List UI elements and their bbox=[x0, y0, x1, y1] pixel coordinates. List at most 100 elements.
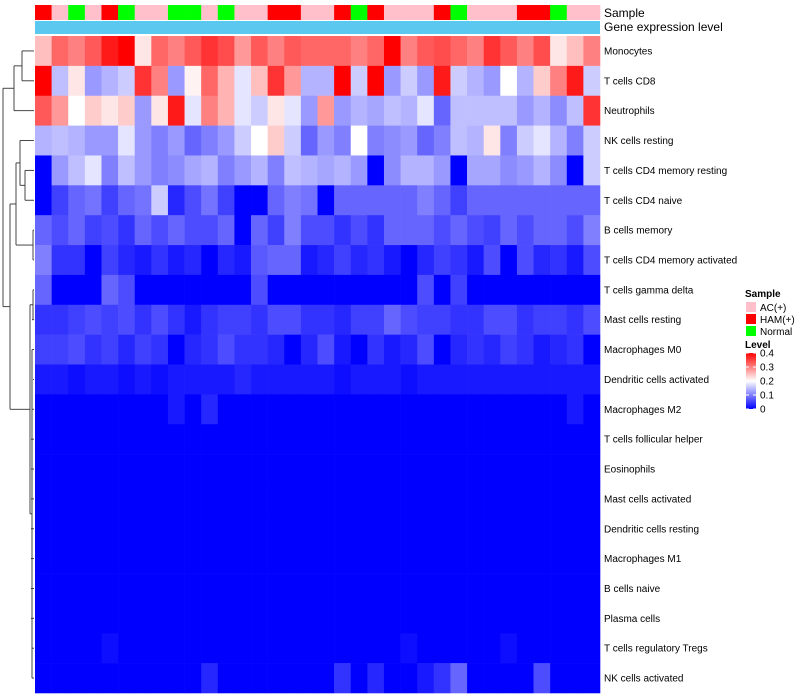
heatmap-cell bbox=[51, 424, 69, 455]
heatmap-cell bbox=[251, 424, 268, 455]
heatmap-cell bbox=[450, 334, 468, 365]
sample-annotation-cell bbox=[450, 5, 468, 20]
heatmap-cell bbox=[317, 394, 335, 425]
heatmap-cell bbox=[533, 573, 551, 604]
heatmap-cell bbox=[350, 304, 368, 335]
heatmap-cell bbox=[583, 95, 601, 126]
heatmap-cell bbox=[151, 394, 169, 425]
heatmap-cell bbox=[334, 155, 352, 186]
heatmap-cell bbox=[566, 274, 584, 306]
heatmap-cell bbox=[367, 483, 385, 515]
heatmap-cell bbox=[367, 65, 385, 97]
heatmap-cell bbox=[101, 125, 119, 156]
heatmap-cell bbox=[467, 483, 484, 515]
heatmap-cell bbox=[400, 454, 418, 485]
heatmap-cell bbox=[533, 394, 551, 425]
heatmap-cell bbox=[300, 483, 318, 515]
heatmap-cell bbox=[151, 543, 169, 574]
sample-annotation-cell bbox=[35, 5, 52, 20]
heatmap-cell bbox=[350, 364, 368, 395]
heatmap-cell bbox=[433, 65, 451, 97]
heatmap-cell bbox=[383, 513, 401, 544]
heatmap-cell bbox=[583, 334, 601, 365]
legend-entry-label: AC(+) bbox=[760, 303, 786, 314]
heatmap-cell bbox=[251, 65, 268, 97]
heatmap-cell bbox=[417, 215, 435, 246]
heatmap-cell bbox=[467, 95, 484, 126]
heatmap-cell bbox=[383, 543, 401, 574]
heatmap-cell bbox=[550, 274, 568, 306]
heatmap-cell bbox=[251, 155, 268, 186]
heatmap-cell bbox=[317, 573, 335, 604]
heatmap-cell bbox=[134, 483, 152, 515]
heatmap-cell bbox=[483, 424, 501, 455]
heatmap-cell bbox=[566, 245, 584, 276]
heatmap-cell bbox=[167, 364, 185, 395]
heatmap-cell bbox=[583, 304, 601, 335]
heatmap-cell bbox=[84, 424, 102, 455]
heatmap-cell bbox=[184, 394, 202, 425]
heatmap-cell bbox=[533, 513, 551, 544]
heatmap-cell bbox=[35, 483, 52, 515]
heatmap-cell bbox=[350, 65, 368, 97]
heatmap-cell bbox=[68, 454, 86, 485]
heatmap-cell bbox=[417, 36, 435, 67]
heatmap-cell bbox=[433, 394, 451, 425]
legend-tick-label: 0 bbox=[760, 405, 766, 416]
heatmap-cell bbox=[35, 633, 52, 664]
heatmap-cell bbox=[367, 304, 385, 335]
heatmap-cell bbox=[500, 125, 518, 156]
heatmap-cell bbox=[550, 215, 568, 246]
heatmap-cell bbox=[400, 573, 418, 604]
heatmap-cell bbox=[566, 364, 584, 395]
heatmap-cell bbox=[201, 245, 219, 276]
heatmap-cell bbox=[583, 274, 601, 306]
heatmap-cell bbox=[118, 65, 136, 97]
heatmap-cell bbox=[433, 125, 451, 156]
heatmap-cell bbox=[583, 394, 601, 425]
heatmap-cell bbox=[201, 65, 219, 97]
heatmap-cell bbox=[550, 394, 568, 425]
heatmap-cell bbox=[367, 274, 385, 306]
heatmap-cell bbox=[284, 185, 302, 216]
heatmap-cell bbox=[317, 603, 335, 634]
heatmap-cell bbox=[550, 603, 568, 634]
sample-annotation-cell bbox=[151, 5, 169, 20]
heatmap-cell bbox=[550, 334, 568, 365]
heatmap-cell bbox=[433, 95, 451, 126]
heatmap-cell bbox=[500, 573, 518, 604]
heatmap-cell bbox=[118, 603, 136, 634]
heatmap-cell bbox=[151, 155, 169, 186]
row-label: Monocytes bbox=[604, 46, 652, 57]
heatmap-cell bbox=[400, 364, 418, 395]
heatmap-cell bbox=[217, 364, 235, 395]
heatmap-cell bbox=[35, 334, 52, 365]
heatmap-cell bbox=[284, 394, 302, 425]
heatmap-cell bbox=[483, 215, 501, 246]
heatmap-cell bbox=[334, 483, 352, 515]
heatmap-cell bbox=[84, 633, 102, 664]
heatmap-cell bbox=[217, 245, 235, 276]
heatmap-cell bbox=[500, 424, 518, 455]
heatmap-cell bbox=[167, 36, 185, 67]
heatmap-cell bbox=[317, 483, 335, 515]
heatmap-cell bbox=[118, 155, 136, 186]
heatmap-cell bbox=[350, 603, 368, 634]
heatmap-cell bbox=[300, 185, 318, 216]
sample-annotation-cell bbox=[251, 5, 268, 20]
heatmap-cell bbox=[251, 483, 268, 515]
heatmap-cell bbox=[334, 633, 352, 664]
heatmap-cell bbox=[583, 633, 601, 664]
row-label: T cells CD8 bbox=[604, 76, 656, 87]
heatmap-cell bbox=[516, 245, 534, 276]
heatmap-cell bbox=[334, 125, 352, 156]
heatmap-cell bbox=[167, 483, 185, 515]
heatmap-cell bbox=[35, 245, 52, 276]
heatmap-cell bbox=[251, 304, 268, 335]
heatmap-cell bbox=[68, 334, 86, 365]
row-label: T cells gamma delta bbox=[604, 285, 694, 296]
heatmap-cell bbox=[68, 633, 86, 664]
heatmap-cell bbox=[417, 125, 435, 156]
heatmap-cell bbox=[151, 245, 169, 276]
heatmap-cell bbox=[68, 65, 86, 97]
